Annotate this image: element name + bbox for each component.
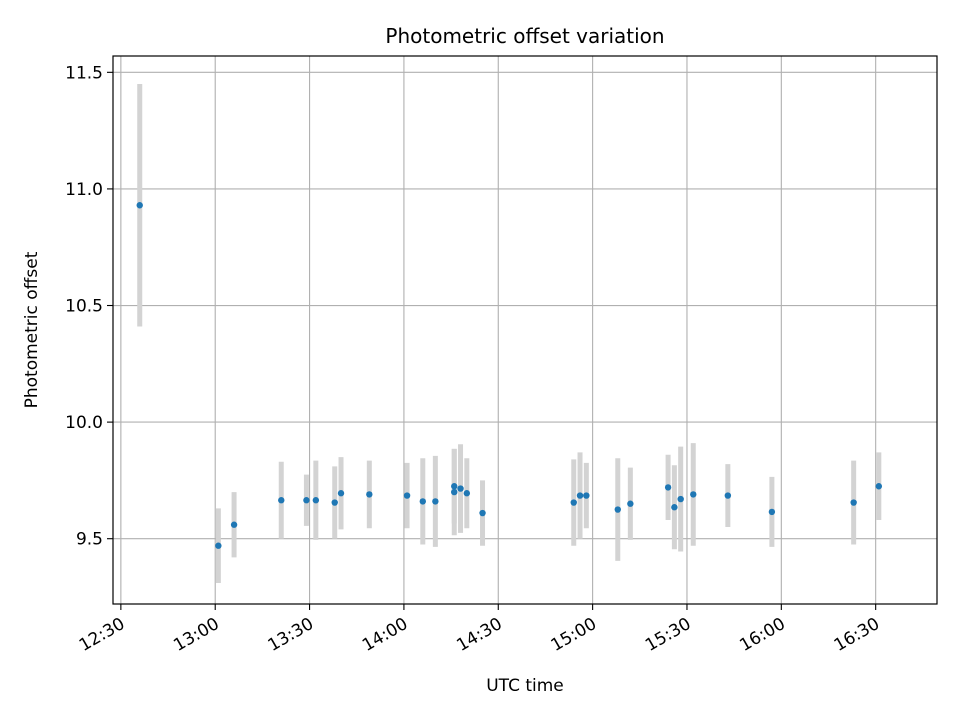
- data-point: [724, 492, 732, 499]
- y-axis-ticks: 9.5 10.0 10.5 11.0 11.5: [65, 63, 113, 550]
- data-point: [403, 492, 411, 499]
- data-point: [215, 542, 222, 549]
- data-point: [457, 485, 464, 492]
- data-point: [570, 499, 577, 506]
- data-point: [677, 495, 684, 503]
- data-point: [627, 500, 634, 507]
- y-axis-title: Photometric offset: [22, 251, 42, 408]
- data-point: [136, 202, 143, 209]
- data-point: [230, 521, 238, 528]
- data-point: [850, 499, 857, 506]
- y-tick-label: 10.5: [65, 297, 103, 317]
- data-point: [768, 508, 776, 516]
- grid: [113, 56, 937, 604]
- data-point: [331, 499, 338, 506]
- data-point: [451, 488, 458, 496]
- data-point: [614, 506, 621, 513]
- data-point: [366, 491, 373, 498]
- data-point: [312, 497, 320, 504]
- data-point: [664, 484, 672, 491]
- data-point: [337, 490, 345, 497]
- data-point: [463, 490, 471, 497]
- data-point: [451, 483, 458, 490]
- data-point: [671, 504, 678, 511]
- y-tick-label: 11.5: [65, 63, 103, 83]
- chart-title: Photometric offset variation: [385, 24, 664, 48]
- data-points: [136, 202, 883, 549]
- data-point: [875, 483, 883, 490]
- data-point: [690, 491, 697, 498]
- plot-frame: [112, 55, 938, 605]
- data-point: [303, 497, 310, 504]
- data-point: [583, 492, 590, 499]
- data-point: [419, 498, 426, 505]
- data-point: [576, 492, 584, 499]
- data-point: [479, 509, 486, 517]
- y-tick-label: 11.0: [65, 180, 103, 200]
- data-point: [432, 498, 439, 505]
- x-axis-title: UTC time: [486, 676, 564, 696]
- data-point: [278, 497, 285, 504]
- y-tick-label: 9.5: [76, 530, 103, 550]
- y-tick-label: 10.0: [65, 413, 103, 433]
